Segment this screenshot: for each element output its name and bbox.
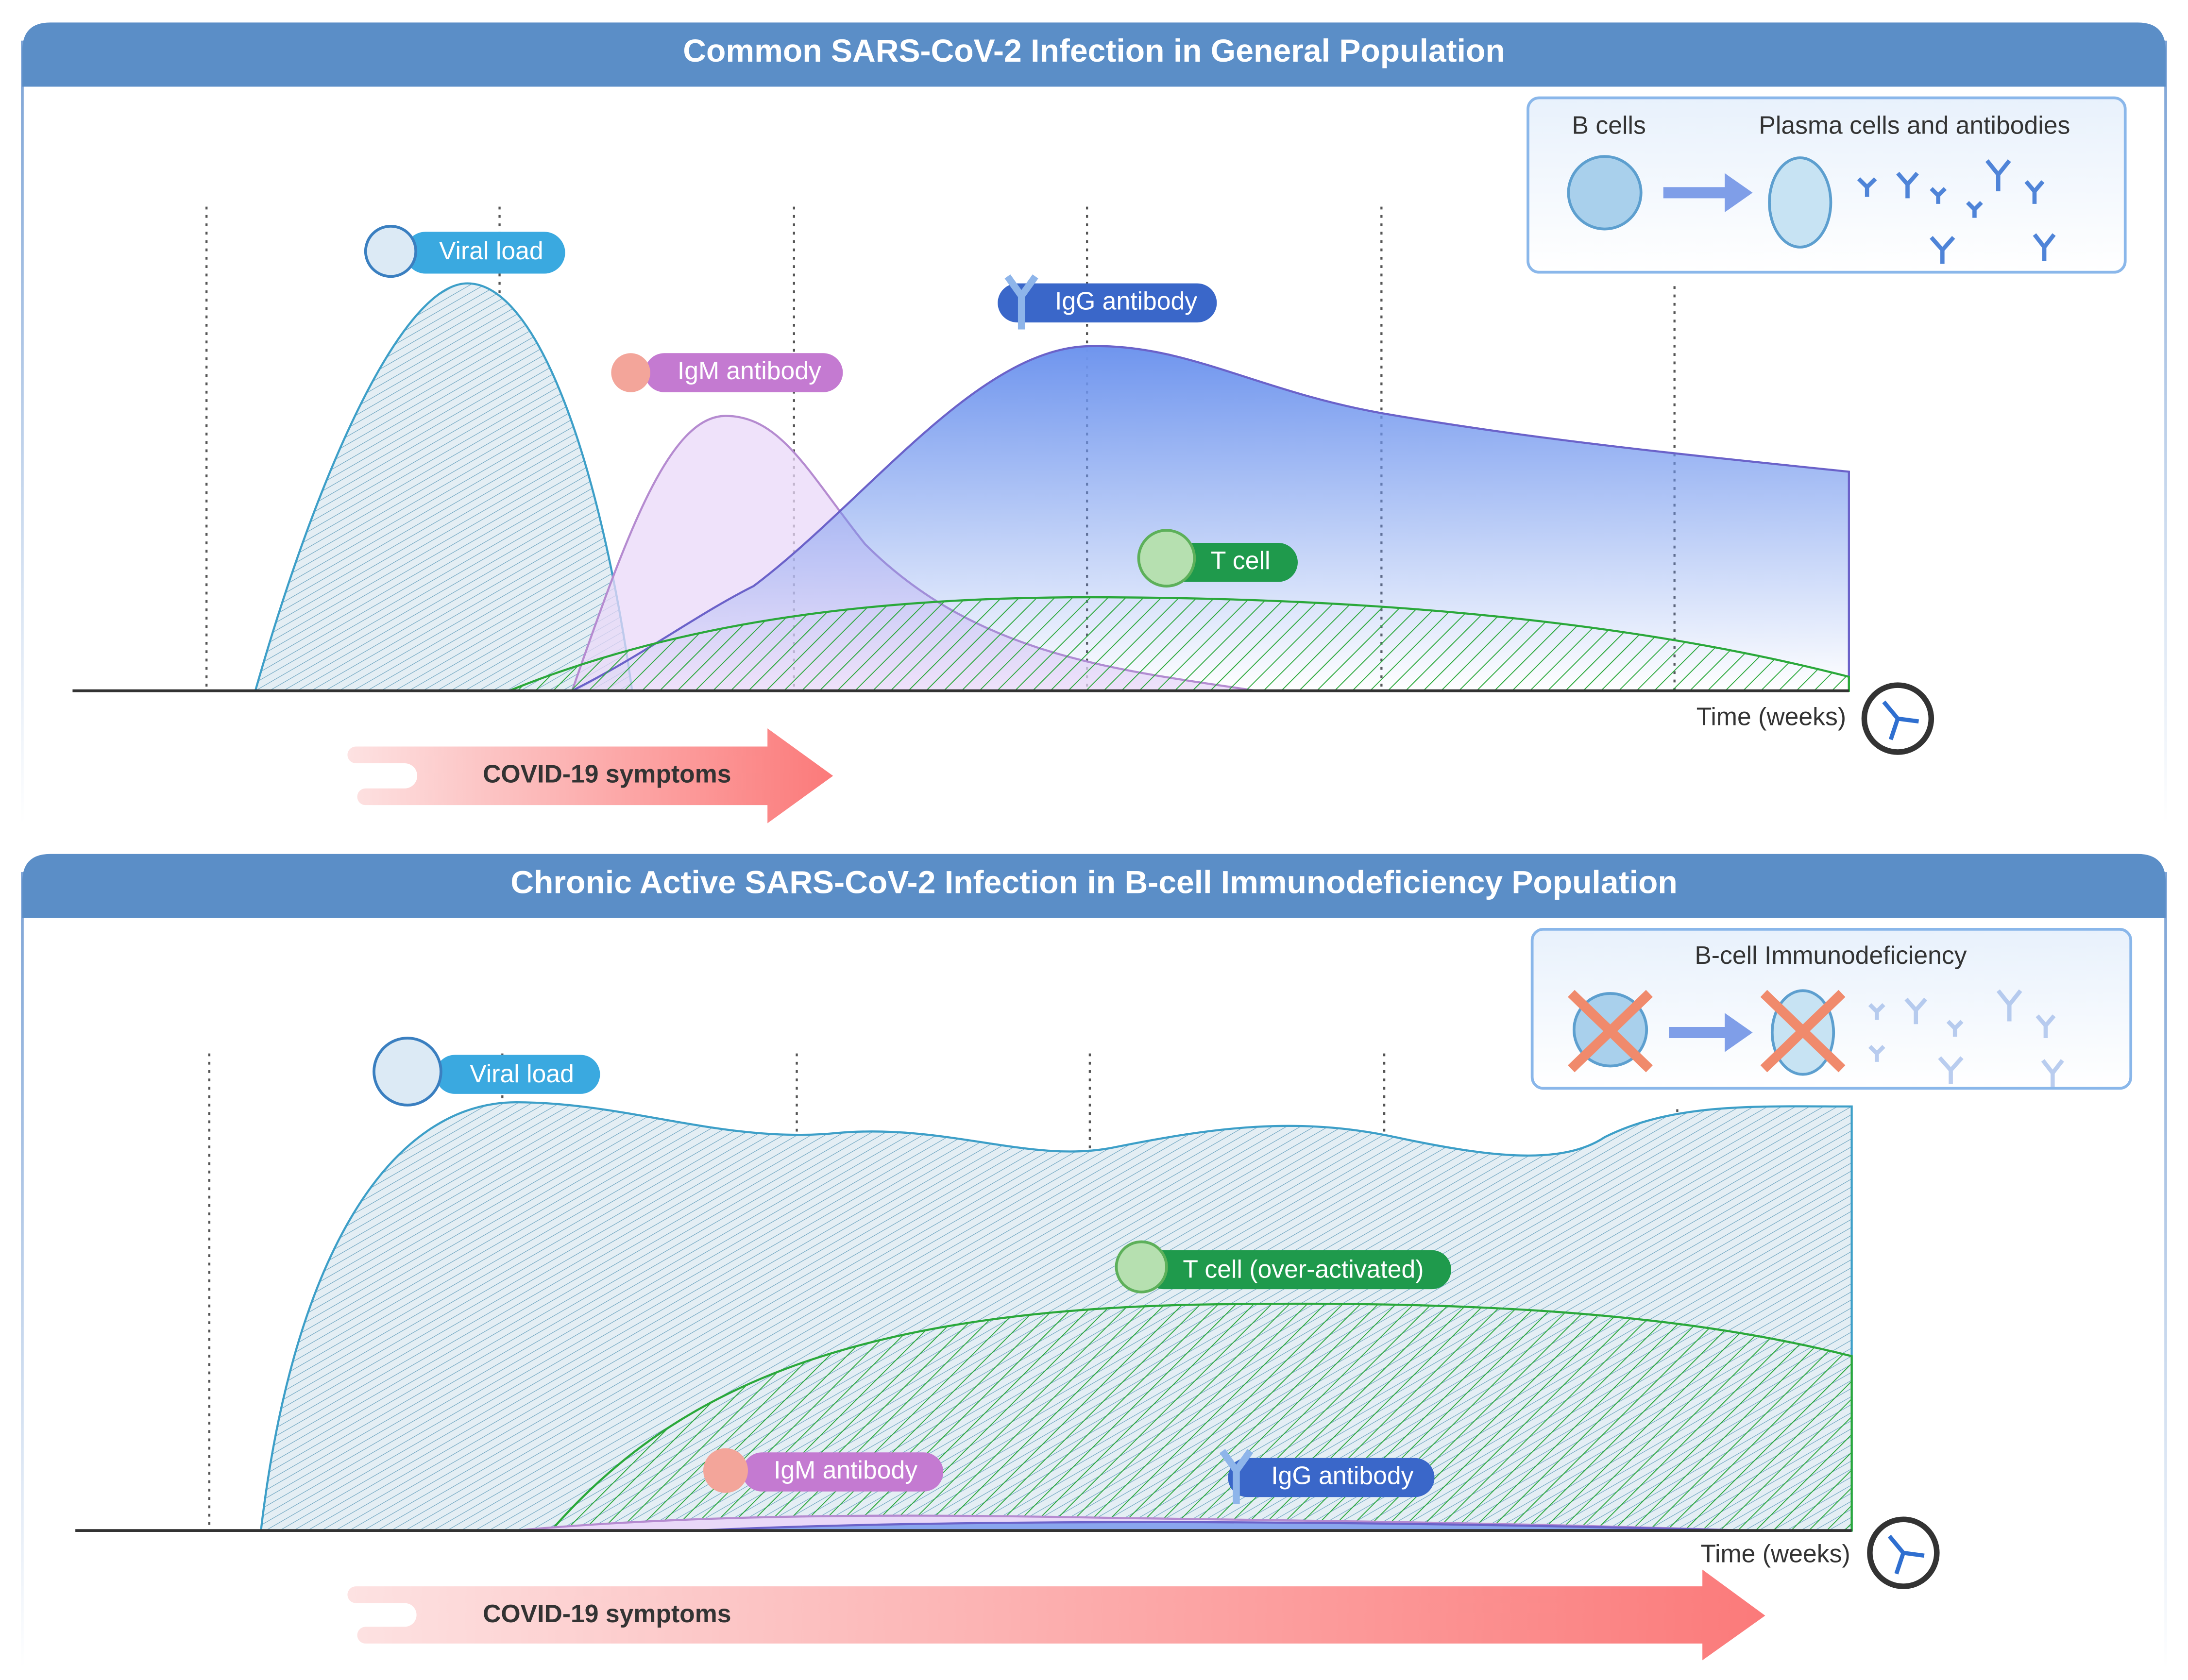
inset-label: B-cell Immunodeficiency — [1695, 941, 1967, 969]
label-pill — [645, 353, 843, 392]
curve-label: Viral load — [439, 236, 543, 265]
b-cell-icon — [1567, 155, 1643, 231]
panel-title: Common SARS-CoV-2 Infection in General P… — [683, 33, 1505, 69]
clock-icon — [1867, 1516, 1940, 1589]
curve-label: IgG antibody — [1271, 1462, 1413, 1490]
panel-immunodeficiency: Chronic Active SARS-CoV-2 Infection in B… — [21, 854, 2167, 1670]
igm-icon — [611, 353, 650, 392]
label-pill — [435, 1055, 600, 1094]
antibody-icons — [1868, 989, 2064, 1087]
curve-label: T cell — [1211, 546, 1271, 574]
curve-label: T cell (over-activated) — [1183, 1255, 1424, 1283]
panel-general: Common SARS-CoV-2 Infection in General P… — [21, 22, 2167, 825]
label-pill — [998, 283, 1217, 323]
inset-arrow-head — [1725, 1013, 1753, 1052]
igg-curve — [697, 1521, 1745, 1532]
curve-label: Viral load — [470, 1059, 574, 1088]
curve-label: IgG antibody — [1055, 287, 1197, 315]
label-pill — [1144, 1250, 1452, 1290]
panel-header — [22, 854, 2166, 918]
inset-label: B cells — [1572, 111, 1646, 139]
panel-header — [22, 22, 2166, 87]
igg-icon — [1219, 1449, 1254, 1504]
axis-label: Time (weeks) — [1696, 703, 1846, 731]
virus-icon — [373, 1037, 442, 1107]
cross-icon — [1760, 990, 1846, 1073]
virus-icon — [364, 224, 418, 278]
igm-icon — [703, 1448, 748, 1493]
symptoms-arrow — [347, 1569, 1765, 1661]
label-pill — [405, 232, 565, 274]
panel-title: Chronic Active SARS-CoV-2 Infection in B… — [510, 864, 1677, 900]
antibody-icons — [1857, 159, 2056, 264]
symptoms-label: COVID-19 symptoms — [483, 1599, 731, 1628]
igg-icon — [1004, 274, 1038, 330]
plasma-cell-icon — [1768, 156, 1832, 249]
symptoms-label: COVID-19 symptoms — [483, 759, 731, 788]
label-pill — [1228, 1458, 1435, 1497]
label-pill — [742, 1452, 944, 1492]
tcell-icon — [1115, 1240, 1168, 1294]
inset-arrow-head — [1725, 173, 1753, 213]
curve-label: IgM antibody — [774, 1456, 917, 1484]
cross-icon — [1568, 990, 1653, 1073]
symptoms-arrow — [347, 728, 833, 823]
tcell-icon — [1137, 529, 1196, 588]
axis-label: Time (weeks) — [1700, 1540, 1850, 1568]
clock-icon — [1861, 682, 1934, 755]
tcell-curve — [509, 596, 1850, 692]
curve-label: IgM antibody — [678, 356, 821, 385]
viral-curve — [254, 282, 633, 692]
inset-label: Plasma cells and antibodies — [1759, 111, 2070, 139]
